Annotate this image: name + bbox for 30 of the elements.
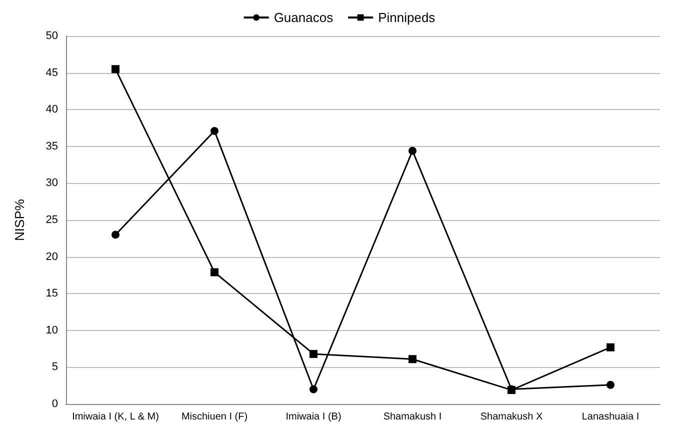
x-tick-label: Imiwaia I (B) [286, 412, 342, 422]
y-tick-label: 40 [46, 104, 58, 116]
y-tick-label: 15 [46, 288, 58, 300]
x-tick-label: Shamakush X [480, 412, 543, 422]
y-tick-label: 45 [46, 66, 58, 79]
y-tick-label: 20 [46, 250, 58, 263]
legend-label: Guanacos [274, 10, 334, 25]
point [310, 385, 318, 394]
y-tick-label: 30 [46, 177, 58, 190]
y-tick-label: 35 [46, 140, 58, 152]
x-tick-label: Shamakush I [383, 412, 442, 422]
y-tick-label: 5 [52, 361, 58, 374]
y-axis-title: NISP% [12, 198, 27, 241]
x-tick-label: Imiwaia I (K, L & M) [72, 412, 159, 422]
point [210, 268, 218, 276]
y-tick-label: 50 [46, 30, 58, 42]
point [112, 230, 120, 239]
point [112, 65, 120, 74]
y-tick-label: 25 [46, 214, 58, 226]
point [606, 343, 614, 352]
point [210, 126, 218, 135]
point [408, 355, 416, 364]
y-tick-label: 0 [52, 398, 58, 410]
y-tick-label: 10 [46, 324, 58, 336]
x-tick-label: Mischiuen I (F) [181, 412, 248, 422]
point [408, 146, 416, 155]
point [310, 350, 318, 358]
x-tick-label: Lanashuaia I [582, 412, 640, 422]
legend-label: Pinnipeds [378, 10, 436, 25]
point [606, 380, 614, 389]
